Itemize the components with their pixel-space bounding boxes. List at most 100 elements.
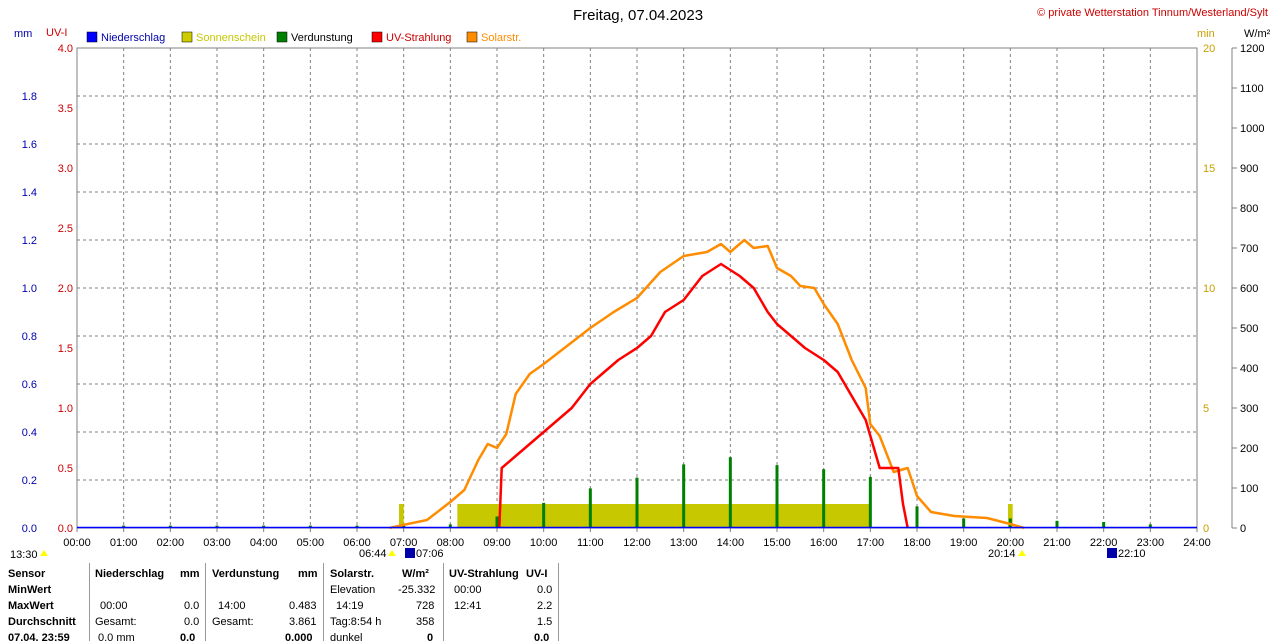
legend-label: Niederschlag [101,32,165,44]
mm-tick-label: 1.2 [22,235,37,247]
evaporation-bar [1102,522,1106,528]
mm-axis-unit: mm [14,28,32,40]
evap-unit: mm [298,568,318,580]
stats-divider [205,563,206,641]
dawn-icon [388,550,396,556]
x-tick-label: 23:00 [1137,537,1165,549]
mm-tick-label: 1.4 [22,187,37,199]
x-tick-label: 14:00 [717,537,745,549]
copyright-text: © private Wetterstation Tinnum/Westerlan… [1037,7,1268,19]
x-tick-label: 21:00 [1043,537,1071,549]
x-tick-label: 03:00 [203,537,231,549]
moonset-label: 22:10 [1118,548,1146,560]
evap-total-value: 3.861 [289,616,317,628]
x-tick-label: 11:00 [577,537,604,549]
mm-tick-label: 0.4 [22,427,37,439]
sunshine-bar [457,504,871,528]
uv-tick-label: 0.5 [58,463,73,475]
rain-total-value: 0.0 [184,616,200,628]
uv-axis-unit: UV-I [46,27,67,39]
evap-title: Verdunstung [212,568,280,580]
wm2-tick-label: 900 [1240,163,1258,175]
rain-last-total: 0.0 [180,632,196,644]
chart-legend: Niederschlag Sonnenschein Verdunstung UV-St… [86,31,521,44]
uv-tick-label: 3.0 [58,163,73,175]
solar-title: Solarstr. [330,568,375,580]
legend-swatch [181,31,193,43]
evaporation-bar [542,502,546,528]
uv-tick-label: 1.0 [58,403,73,415]
uv-min-value: 0.0 [537,584,553,596]
series-lines [77,238,1197,530]
wm2-tick-label: 200 [1240,443,1258,455]
wm2-tick-label: 700 [1240,243,1258,255]
x-tick-label: 08:00 [437,537,465,549]
solar-max-time: 14:19 [336,600,364,612]
grid [77,48,1197,528]
legend-swatch [371,31,383,43]
evaporation-bar [635,477,639,528]
uv-tick-label: 2.0 [58,283,73,295]
sunshine-bar [1008,504,1013,528]
uv-avg-value: 1.5 [537,616,553,628]
mm-tick-label: 0.6 [22,379,37,391]
evaporation-bar [868,476,872,528]
x-tick-label: 15:00 [763,537,791,549]
stats-divider [323,563,324,641]
sunrise-label: 07:06 [416,548,444,560]
uv-unit: UV-I [526,568,548,580]
row-label-max: MaxWert [8,600,54,612]
mm-tick-label: 0.8 [22,331,37,343]
rain-max-time: 00:00 [100,600,128,612]
legend-swatch [466,31,478,43]
moonrise-icon [40,550,48,556]
x-tick-label: 24:00 [1183,537,1211,549]
sunrise-icon [405,548,415,558]
evap-max-value: 0.483 [289,600,317,612]
wm2-tick-label: 100 [1240,483,1258,495]
sunshine-bar [399,504,404,528]
row-label-sensor: Sensor [8,568,46,580]
evap-max-time: 14:00 [218,600,246,612]
wm2-tick-label: 500 [1240,323,1258,335]
evaporation-bar [915,506,919,528]
mm-tick-label: 0.2 [22,475,37,487]
wm2-tick-label: 1100 [1240,83,1264,95]
row-label-last: 07.04. 23:59 [8,632,70,644]
evaporation-bar [822,469,826,528]
solar-unit: W/m² [402,568,429,580]
legend-swatch [86,31,98,43]
chart-title: Freitag, 07.04.2023 [573,7,703,24]
uv-tick-label: 3.5 [58,103,73,115]
legend-swatch [276,31,288,43]
evaporation-bar [1148,524,1152,528]
solar-max-value: 728 [416,600,435,612]
evap-total-label: Gesamt: [212,616,254,628]
sunset-label: 20:14 [988,548,1016,560]
stats-divider [443,563,444,641]
wm2-tick-label: 600 [1240,283,1258,295]
rain-total-label: Gesamt: [95,616,137,628]
legend-label: Sonnenschein [196,32,266,44]
wm2-tick-label: 0 [1240,523,1246,535]
bars [122,457,1152,528]
wm2-tick-label: 800 [1240,203,1258,215]
x-tick-label: 04:00 [250,537,278,549]
stats-divider [558,563,559,641]
evaporation-bar [775,465,779,528]
moonrise-label: 13:30 [10,549,38,561]
x-tick-label: 19:00 [950,537,978,549]
x-tick-label: 09:00 [483,537,511,549]
legend-label: UV-Strahlung [386,32,451,44]
x-tick-label: 00:00 [63,537,91,549]
stats-table: Sensor MinWert MaxWert Durchschnitt 07.0… [0,563,600,644]
x-tick-label: 20:00 [997,537,1025,549]
x-tick-label: 13:00 [670,537,698,549]
row-label-avg: Durchschnitt [8,616,76,628]
weather-chart: Freitag, 07.04.2023 © private Wetterstat… [10,7,1271,561]
x-tick-label: 01:00 [110,537,138,549]
moonset-icon [1107,548,1117,558]
x-tick-label: 17:00 [857,537,885,549]
mm-tick-label: 1.0 [22,283,37,295]
solar-day-value: 358 [416,616,435,628]
